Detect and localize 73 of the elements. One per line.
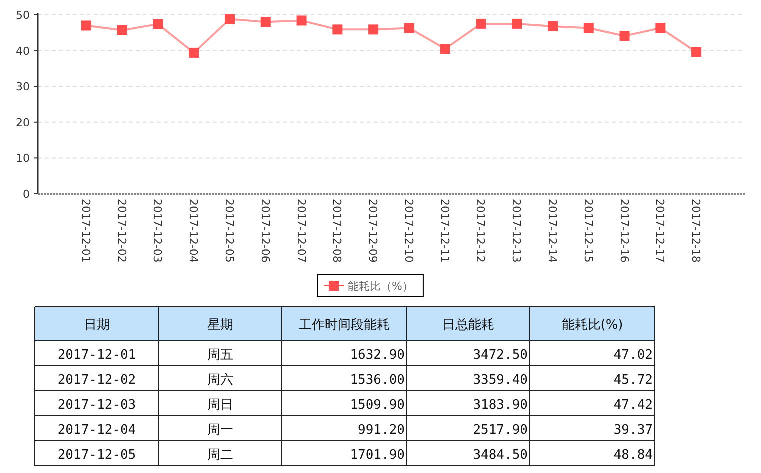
point <box>404 23 414 34</box>
point <box>620 31 630 42</box>
text: 周一 <box>208 423 234 438</box>
text: 2017-12-04 <box>58 423 136 438</box>
point <box>260 17 271 28</box>
y-tick-label: 30 <box>16 80 30 94</box>
x-tick-label: 2017-12-07 <box>294 199 308 263</box>
point <box>368 24 379 35</box>
text: 3359.40 <box>473 373 528 388</box>
text: 周日 <box>208 398 234 413</box>
x-tick-label: 2017-12-10 <box>402 199 416 263</box>
text: 日期 <box>84 318 110 333</box>
text: 3484.50 <box>473 448 528 463</box>
x-tick-label: 2017-12-17 <box>654 199 667 263</box>
point <box>153 19 164 30</box>
point <box>225 14 236 24</box>
text: 2017-12-03 <box>58 398 136 413</box>
x-tick-label: 2017-12-04 <box>187 199 200 263</box>
point <box>584 23 594 34</box>
text: 1509.90 <box>350 398 405 413</box>
text: 周六 <box>208 373 234 388</box>
text: 1632.90 <box>350 348 405 363</box>
y-tick-label: 10 <box>16 152 30 166</box>
x-tick-label: 2017-12-06 <box>258 199 272 263</box>
text: 2017-12-01 <box>58 348 136 363</box>
x-tick-label: 2017-12-08 <box>330 199 344 263</box>
text: 能耗比(%) <box>562 318 624 333</box>
text: 星期 <box>208 318 234 333</box>
text: 2017-12-05 <box>58 448 136 463</box>
x-tick-label: 2017-12-13 <box>510 199 524 263</box>
text: 991.20 <box>358 423 405 438</box>
text: 3183.90 <box>473 398 528 413</box>
x-tick-label: 2017-12-14 <box>546 199 559 263</box>
text: 1701.90 <box>350 448 405 463</box>
x-tick-label: 2017-12-11 <box>438 199 452 263</box>
text: 周五 <box>208 348 234 363</box>
y-tick-label: 0 <box>23 188 30 201</box>
point <box>548 21 558 32</box>
x-tick-label: 2017-12-18 <box>690 199 703 263</box>
text: 2017-12-02 <box>58 373 136 388</box>
point <box>656 23 666 34</box>
x-tick-label: 2017-12-01 <box>79 199 92 263</box>
y-tick-label: 20 <box>16 116 30 130</box>
point <box>189 48 200 58</box>
text: 47.02 <box>614 348 653 363</box>
point <box>117 25 128 36</box>
y-tick-label: 40 <box>16 44 30 58</box>
point <box>512 18 522 29</box>
x-tick-label: 2017-12-15 <box>582 199 595 263</box>
y-tick-label: 50 <box>16 9 30 22</box>
text: 工作时间段能耗 <box>299 318 390 333</box>
x-tick-label: 2017-12-02 <box>115 199 128 263</box>
x-tick-label: 2017-12-16 <box>618 199 631 263</box>
point <box>296 16 307 26</box>
point <box>332 24 343 35</box>
text: 39.37 <box>614 423 653 438</box>
text: 周二 <box>208 448 234 463</box>
text: 47.42 <box>614 398 653 413</box>
text: 3472.50 <box>473 348 528 363</box>
point <box>476 18 486 29</box>
text: 48.84 <box>614 448 654 463</box>
text: 2517.90 <box>473 423 528 438</box>
x-tick-label: 2017-12-09 <box>366 199 380 263</box>
point <box>692 47 702 58</box>
legend-label: 能耗比（%） <box>348 280 414 293</box>
x-tick-label: 2017-12-12 <box>474 199 488 263</box>
text: 日总能耗 <box>442 318 494 333</box>
text: 1536.00 <box>350 373 405 388</box>
point <box>81 20 92 31</box>
x-tick-label: 2017-12-03 <box>151 199 164 263</box>
text: 45.72 <box>614 373 653 388</box>
point <box>440 44 450 54</box>
x-tick-label: 2017-12-05 <box>223 199 236 263</box>
